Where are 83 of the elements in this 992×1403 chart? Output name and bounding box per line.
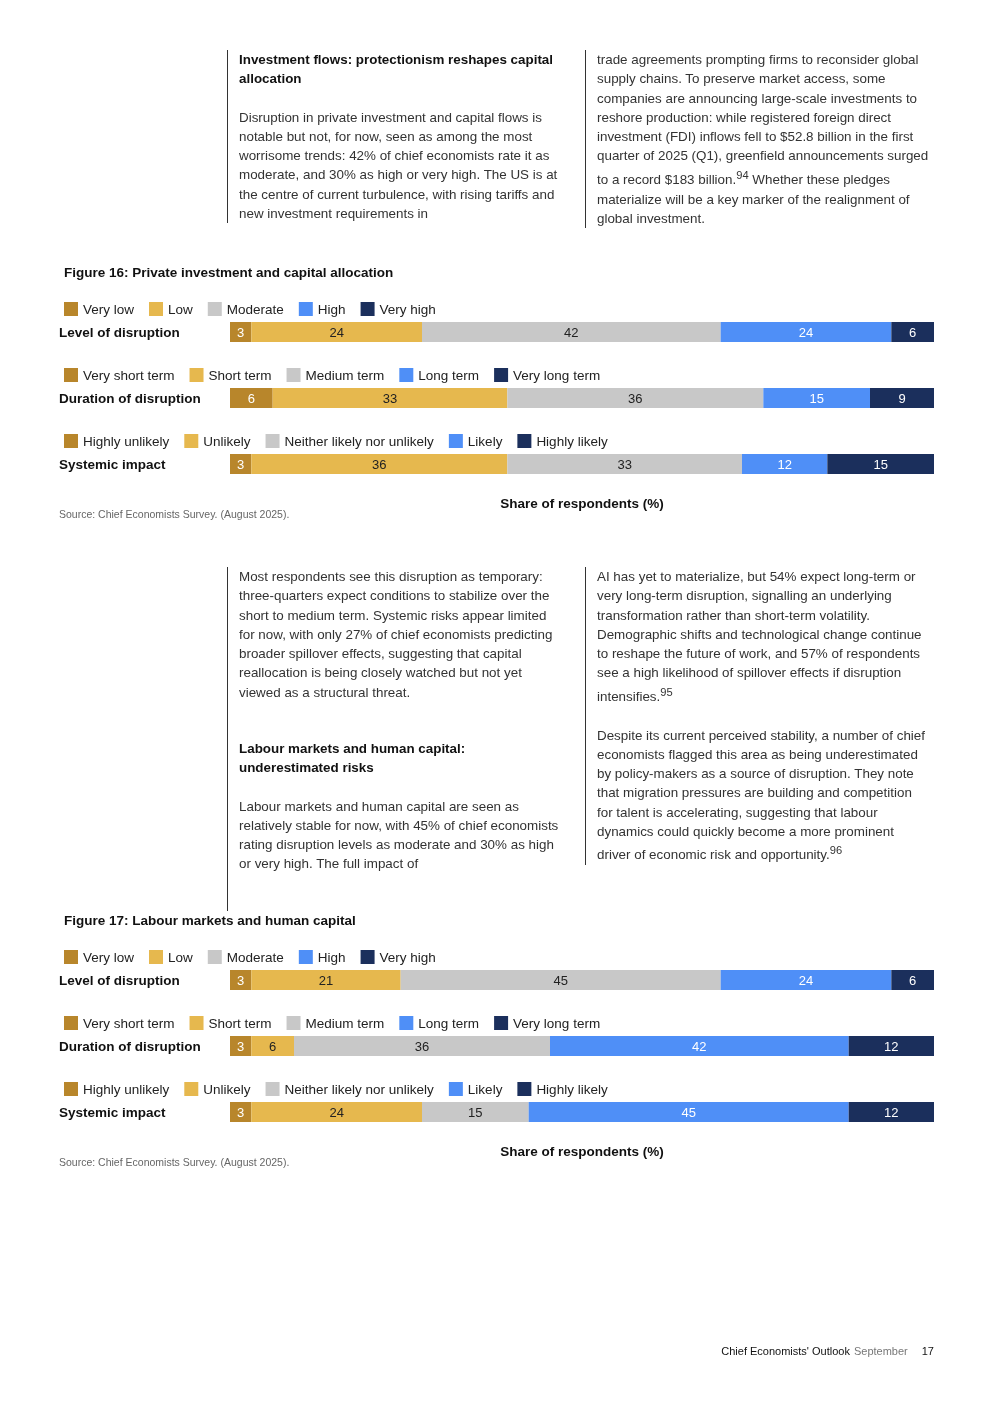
- data-label: 24: [798, 324, 814, 340]
- legend-label: Very high: [379, 301, 436, 317]
- legend-label: Highly unlikely: [83, 433, 170, 449]
- legend-label: Highly likely: [536, 1081, 608, 1097]
- chart-title: Figure 17: Labour markets and human capital: [64, 912, 356, 928]
- data-label: 6: [909, 972, 917, 988]
- y-tick-label: Systemic impact: [59, 1104, 167, 1120]
- data-label: 33: [382, 390, 398, 406]
- source-note: Source: Chief Economists Survey. (August 2025).: [59, 507, 290, 520]
- legend-label: High: [317, 301, 346, 317]
- legend-label: Very low: [83, 301, 135, 317]
- data-label: 15: [468, 1104, 483, 1120]
- data-label: 3: [237, 456, 245, 472]
- legend-label: Highly likely: [536, 433, 608, 449]
- y-tick-label: Level of disruption: [59, 324, 180, 340]
- legend-label: Long term: [418, 1015, 480, 1031]
- legend-label: Likely: [467, 1081, 503, 1097]
- data-label: 24: [798, 972, 814, 988]
- legend-label: Likely: [467, 433, 503, 449]
- legend-label: Short term: [208, 1015, 272, 1031]
- data-label: 3: [237, 324, 245, 340]
- text: Despite its current perceived stability, a number of chief economists flagged this area as being underestimated by policy-makers as a source of disruption. They note that migration pressures are building and competition for talent is accelerating, suggesting that labour dynamics could quickly become a more prominent driver of economic risk and opportunity.$^{96}$: [597, 726, 926, 865]
- y-tick-label: Systemic impact: [59, 456, 167, 472]
- legend-label: Medium term: [305, 367, 385, 383]
- legend-label: Medium term: [305, 1015, 385, 1031]
- legend-label: Very long term: [513, 367, 601, 383]
- data-label: 6: [909, 324, 917, 340]
- chart-title: Figure 16: Private investment and capital allocation: [64, 264, 394, 280]
- legend-label: High: [317, 949, 346, 965]
- data-label: 45: [681, 1104, 696, 1120]
- legend-label: Highly unlikely: [83, 1081, 170, 1097]
- data-label: 33: [617, 456, 632, 472]
- legend-label: Unlikely: [203, 433, 251, 449]
- data-label: 36: [414, 1038, 430, 1054]
- text: Labour markets and human capital: underestimated risks: [239, 740, 467, 778]
- data-label: 12: [884, 1104, 899, 1120]
- legend-label: Moderate: [226, 301, 284, 317]
- text: 17: [921, 1345, 934, 1357]
- source-note: Source: Chief Economists Survey. (August 2025).: [59, 1155, 290, 1168]
- legend-label: Short term: [208, 367, 272, 383]
- text: Labour markets and human capital are seen as relatively stable for now, with 45% of chief economists rating disruption levels as moderate and 30% as high or very high. The full impact of: [239, 797, 560, 874]
- data-label: 6: [269, 1038, 277, 1054]
- data-label: 42: [692, 1038, 707, 1054]
- data-label: 45: [553, 972, 568, 988]
- legend-label: Neither likely nor unlikely: [284, 1081, 435, 1097]
- data-label: 3: [237, 1104, 245, 1120]
- x-axis-title: Share of respondents (%): [500, 495, 664, 511]
- data-label: 42: [564, 324, 579, 340]
- x-axis-title: Share of respondents (%): [500, 1143, 664, 1159]
- legend-label: Very long term: [513, 1015, 601, 1031]
- data-label: 21: [318, 972, 334, 988]
- data-label: 24: [329, 1104, 344, 1120]
- text: Investment flows: protectionism reshapes capital allocation: [239, 51, 555, 89]
- text: September: [853, 1345, 908, 1357]
- y-tick-label: Duration of disruption: [59, 1038, 201, 1054]
- data-label: 9: [898, 390, 906, 406]
- legend-label: Neither likely nor unlikely: [284, 433, 435, 449]
- data-label: 15: [873, 456, 888, 472]
- legend-label: Very short term: [83, 1015, 175, 1031]
- data-label: 36: [372, 456, 387, 472]
- data-label: 6: [247, 390, 255, 406]
- data-label: 12: [777, 456, 792, 472]
- data-label: 24: [329, 324, 344, 340]
- data-label: 3: [237, 1038, 245, 1054]
- data-label: 36: [628, 390, 643, 406]
- legend-label: Low: [168, 301, 194, 317]
- legend-label: Very low: [83, 949, 135, 965]
- text: trade agreements prompting firms to reconsider global supply chains. To preserve market access, some companies are announcing large-scale investments to reshore production: while registered foreign direct investment (FDI) inflows fell to $52.8 billion in the first quarter of 2025 (Q1), greenfield announcements surged to a record $183 billion.$^{94}$ Whether these pledges materialize will be a key marker of the realignment of global investment.: [597, 52, 929, 226]
- legend-label: Low: [168, 949, 194, 965]
- data-label: 15: [809, 390, 824, 406]
- y-tick-label: Duration of disruption: [59, 390, 201, 406]
- legend-label: Very short term: [83, 367, 175, 383]
- y-tick-label: Level of disruption: [59, 972, 180, 988]
- legend-label: Very high: [379, 949, 436, 965]
- text: Most respondents see this disruption as temporary: three-quarters expect conditions to stabilize over the short to medium term. Systemic risks appear limited for now, with only 27% of chief economists predicting broader spillover effects, suggesting that capital reallocation is being closely watched but not yet viewed as a structural threat.: [239, 568, 554, 702]
- text: Chief Economists' Outlook: [721, 1345, 850, 1357]
- legend-label: Moderate: [226, 949, 284, 965]
- data-label: 12: [884, 1038, 899, 1054]
- text: AI has yet to materialize, but 54% expect long-term or very long-term disruption, signalling an underlying transformation rather than short-term volatility. Demographic shifts and technological change continue to reshape the future of work, and 57% of respondents see a high likelihood of spillover effects if disruption intensifies.$^{95}$: [597, 568, 923, 707]
- text: Disruption in private investment and capital flows is notable but not, for now, seen as among the most worrisome trends: 42% of chief economists rate it as moderate, and 30% as high or very high. The US is at the centre of current turbulence, with rising tariffs and new investment requirements in: [239, 108, 559, 224]
- legend-label: Long term: [418, 367, 480, 383]
- legend-label: Unlikely: [203, 1081, 251, 1097]
- data-label: 3: [237, 972, 245, 988]
